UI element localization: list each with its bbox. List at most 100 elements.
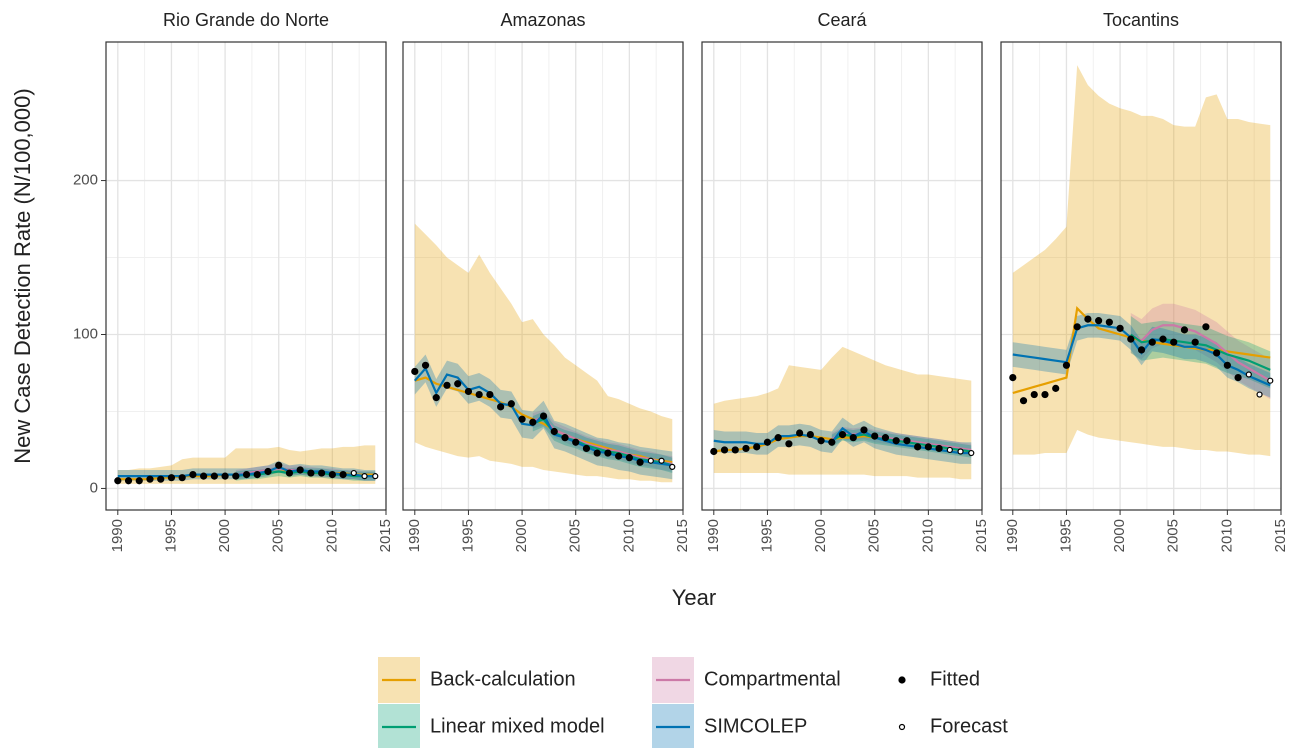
x-tick-label: 1995 (459, 519, 476, 552)
data-point (561, 434, 569, 442)
data-point (1084, 315, 1092, 323)
data-point (178, 474, 186, 482)
y-axis-title: New Case Detection Rate (N/100,000) (10, 88, 35, 463)
data-point (550, 427, 558, 436)
data-point (157, 475, 165, 483)
data-point (774, 434, 782, 442)
ribbon (1012, 312, 1271, 398)
data-point (285, 469, 294, 477)
data-point (1202, 323, 1210, 331)
ribbon (713, 417, 972, 464)
data-point (1170, 338, 1178, 346)
x-tick-label: 2015 (377, 519, 394, 552)
data-point (1191, 338, 1199, 346)
x-tick-label: 2005 (866, 519, 883, 552)
data-point (647, 457, 654, 464)
panel-title: Tocantins (1103, 10, 1179, 30)
panel-border (701, 41, 983, 511)
data-point (507, 400, 515, 408)
data-point (1127, 335, 1135, 343)
data-point (572, 438, 580, 446)
data-point (464, 387, 473, 396)
data-point (615, 452, 623, 460)
data-point (167, 474, 176, 482)
data-point (232, 472, 240, 480)
y-tick-label: 200 (73, 172, 98, 189)
data-point (731, 446, 739, 454)
data-point (753, 443, 761, 451)
x-tick-label: 2015 (1272, 519, 1289, 552)
data-point (914, 443, 922, 451)
x-tick-label: 2015 (674, 519, 691, 552)
data-point (796, 429, 804, 437)
panel-border (105, 41, 387, 511)
data-point (1256, 391, 1263, 398)
data-point (785, 440, 793, 448)
data-point (1030, 390, 1038, 399)
data-point (146, 475, 154, 483)
data-point (1137, 346, 1146, 354)
x-tick-label: 2005 (567, 519, 584, 552)
data-point (742, 444, 750, 453)
data-point (957, 448, 964, 455)
data-point (860, 426, 868, 434)
data-point (892, 437, 900, 445)
data-point (1095, 317, 1103, 325)
x-tick-label: 2000 (216, 519, 233, 552)
y-tick-label: 100 (73, 325, 98, 342)
data-point (421, 361, 430, 369)
x-tick-label: 1995 (162, 519, 179, 552)
data-point (1267, 377, 1274, 384)
data-point (1052, 384, 1060, 392)
data-point (1180, 326, 1189, 334)
x-tick-label: 2000 (1111, 519, 1128, 552)
data-point (350, 469, 357, 477)
data-point (828, 438, 836, 446)
legend-key (898, 723, 906, 731)
data-point (539, 412, 548, 420)
data-point (328, 470, 336, 479)
data-point (475, 390, 483, 399)
ribbon (1130, 316, 1271, 389)
data-point (1245, 371, 1252, 378)
data-point (604, 449, 612, 457)
data-point (903, 437, 911, 445)
x-tick-label: 1990 (109, 519, 126, 552)
x-tick-label: 2010 (919, 519, 936, 552)
ribbon (414, 223, 673, 483)
data-point (275, 461, 283, 469)
panel-title: Amazonas (500, 10, 585, 30)
x-tick-label: 2005 (270, 519, 287, 552)
x-tick-label: 2015 (973, 519, 990, 552)
panel-background (106, 42, 386, 510)
x-axis-title: Year (672, 585, 716, 610)
panel-background (403, 42, 683, 510)
model-line (1130, 324, 1271, 382)
panel-border (1000, 41, 1282, 511)
data-point (720, 446, 729, 454)
data-point (339, 470, 347, 479)
x-tick-label: 1995 (1057, 519, 1074, 552)
data-point (264, 467, 272, 476)
x-tick-label: 1990 (1004, 519, 1021, 552)
data-point (1148, 338, 1156, 346)
data-point (838, 430, 847, 439)
data-point (817, 437, 825, 445)
data-point (372, 473, 379, 480)
data-point (1223, 361, 1231, 369)
x-tick-label: 1995 (758, 519, 775, 552)
data-point (443, 381, 451, 389)
data-point (710, 447, 718, 456)
data-point (1041, 390, 1049, 399)
data-point (593, 449, 601, 457)
legend-label: SIMCOLEP (704, 715, 807, 737)
data-point (432, 394, 440, 402)
data-point (1062, 361, 1071, 369)
data-point (253, 470, 261, 479)
data-point (296, 466, 304, 474)
x-tick-label: 2010 (323, 519, 340, 552)
data-point (1159, 335, 1167, 343)
data-point (871, 432, 879, 440)
legend-label: Forecast (930, 715, 1008, 737)
